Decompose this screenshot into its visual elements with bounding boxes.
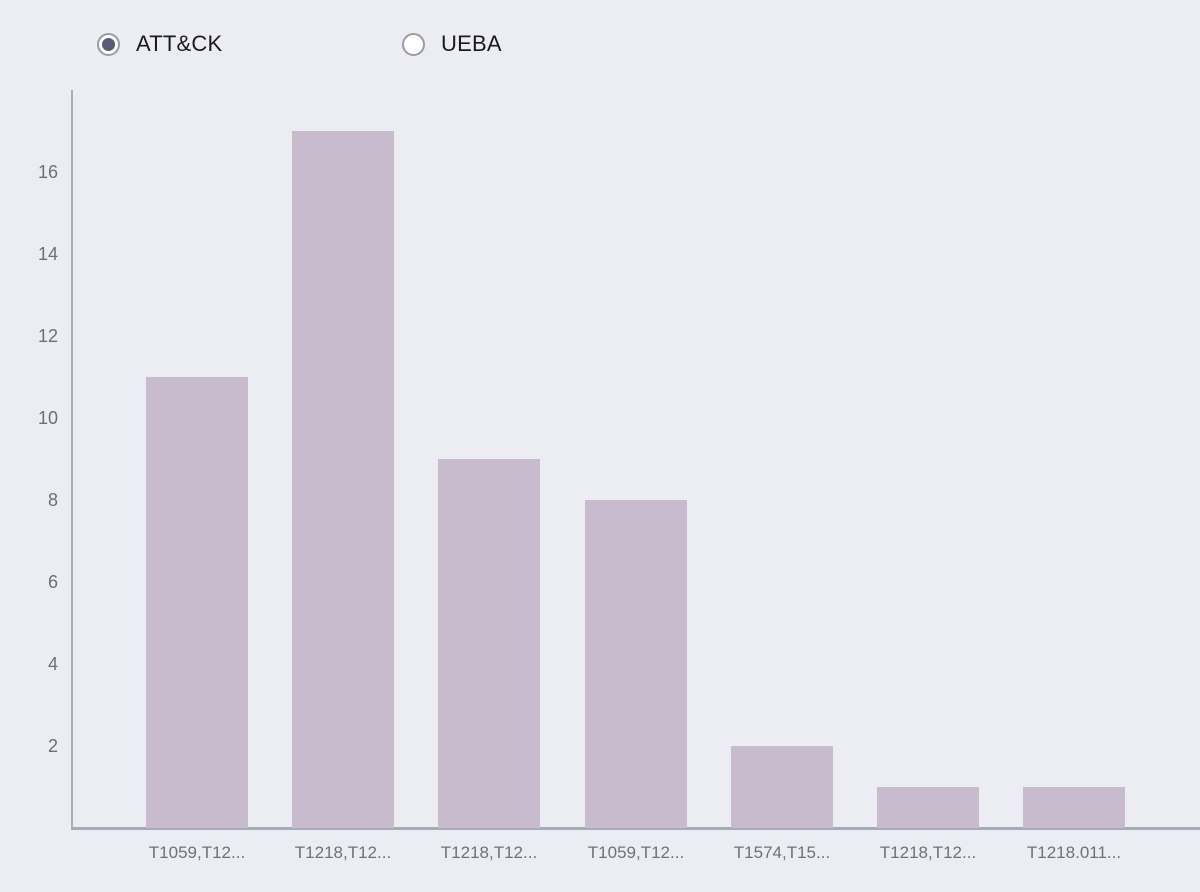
radio-button-icon[interactable]	[97, 32, 120, 56]
radio-option-attack[interactable]: ATT&CK	[97, 31, 222, 57]
bar-T1218.011...[interactable]	[1023, 787, 1125, 828]
radio-label-attack: ATT&CK	[136, 31, 223, 56]
bar-T1218,T12...[interactable]	[877, 787, 979, 828]
bar-T1059,T12...[interactable]	[146, 377, 248, 828]
y-axis-tick-label: 6	[47, 572, 58, 592]
y-axis-tick-label: 16	[37, 162, 58, 182]
chart-source-toggle: ATT&CK UEBA	[0, 0, 1200, 80]
y-axis-tick-label: 12	[37, 326, 58, 346]
radio-button-icon[interactable]	[402, 32, 425, 56]
y-axis-tick-label: 4	[47, 654, 58, 674]
x-axis-tick-label: T1218,T12...	[879, 843, 977, 862]
x-axis-tick-label: T1059,T12...	[587, 843, 685, 862]
bar-T1059,T12...[interactable]	[585, 500, 687, 828]
bar-T1574,T15...[interactable]	[731, 746, 833, 828]
y-axis-line	[71, 90, 73, 829]
bar-T1218,T12...[interactable]	[292, 131, 394, 828]
x-axis-tick-label: T1218,T12...	[294, 843, 392, 862]
x-axis-tick-label: T1218.011...	[1026, 843, 1122, 862]
radio-label-ueba: UEBA	[441, 31, 502, 56]
x-axis-tick-label: T1218,T12...	[440, 843, 538, 862]
y-axis-tick-label: 2	[47, 736, 58, 756]
radio-option-ueba[interactable]: UEBA	[402, 31, 502, 57]
x-axis-tick-label: T1059,T12...	[148, 843, 246, 862]
bar-T1218,T12...[interactable]	[438, 459, 540, 828]
radio-dot-icon	[102, 37, 115, 51]
x-axis-tick-label: T1574,T15...	[733, 843, 831, 862]
y-axis-tick-label: 10	[37, 408, 58, 428]
x-axis-line	[71, 827, 1200, 830]
y-axis-tick-label: 14	[37, 244, 58, 264]
y-axis-tick-label: 8	[47, 490, 58, 510]
